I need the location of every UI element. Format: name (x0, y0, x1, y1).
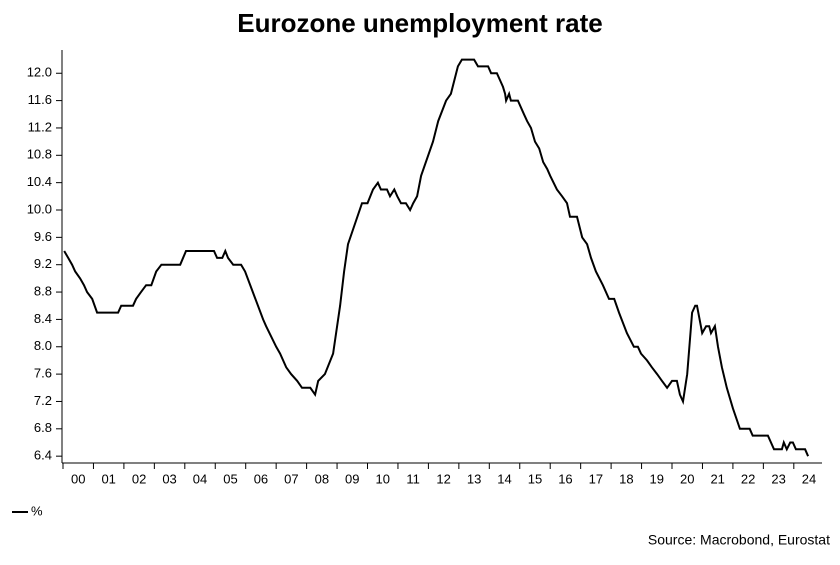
y-tick-label: 10.4 (27, 174, 52, 189)
y-tick-label: 9.6 (34, 229, 52, 244)
chart-title: Eurozone unemployment rate (237, 8, 603, 38)
x-tick-label: 17 (589, 471, 603, 486)
x-tick-label: 15 (528, 471, 542, 486)
x-tick-label: 24 (802, 471, 816, 486)
y-tick-label: 11.6 (28, 92, 52, 107)
x-tick-label: 02 (132, 471, 146, 486)
y-tick-label: 11.2 (28, 119, 52, 134)
x-tick-label: 04 (193, 471, 207, 486)
y-tick-label: 12.0 (27, 65, 52, 80)
x-tick-label: 20 (680, 471, 694, 486)
x-tick-label: 21 (710, 471, 724, 486)
x-tick-label: 10 (375, 471, 389, 486)
x-tick-label: 00 (71, 471, 85, 486)
y-tick-label: 8.0 (34, 338, 52, 353)
y-tick-label: 10.0 (27, 201, 52, 216)
x-tick-label: 05 (223, 471, 237, 486)
y-tick-label: 6.8 (34, 420, 52, 435)
x-tick-label: 13 (467, 471, 481, 486)
y-tick-label: 10.8 (27, 147, 52, 162)
x-tick-label: 08 (315, 471, 329, 486)
y-tick-label: 8.4 (34, 311, 52, 326)
y-tick-label: 8.8 (34, 283, 52, 298)
x-tick-label: 06 (254, 471, 268, 486)
x-tick-label: 03 (162, 471, 176, 486)
x-tick-label: 23 (771, 471, 785, 486)
x-tick-label: 22 (741, 471, 755, 486)
x-tick-label: 11 (406, 471, 420, 486)
y-tick-label: 7.2 (34, 393, 52, 408)
y-tick-label: 7.6 (34, 366, 52, 381)
y-tick-label: 6.4 (34, 448, 52, 463)
x-tick-label: 12 (436, 471, 450, 486)
x-tick-label: 18 (619, 471, 633, 486)
x-tick-label: 09 (345, 471, 359, 486)
x-tick-label: 16 (558, 471, 572, 486)
x-tick-label: 07 (284, 471, 298, 486)
data-line (63, 58, 810, 457)
x-tick-label: 01 (101, 471, 115, 486)
y-tick-label: 9.2 (34, 256, 52, 271)
legend-label: % (31, 503, 43, 518)
source: Source: Macrobond, Eurostat (648, 532, 830, 548)
x-tick-label: 14 (497, 471, 511, 486)
x-tick-label: 19 (650, 471, 664, 486)
